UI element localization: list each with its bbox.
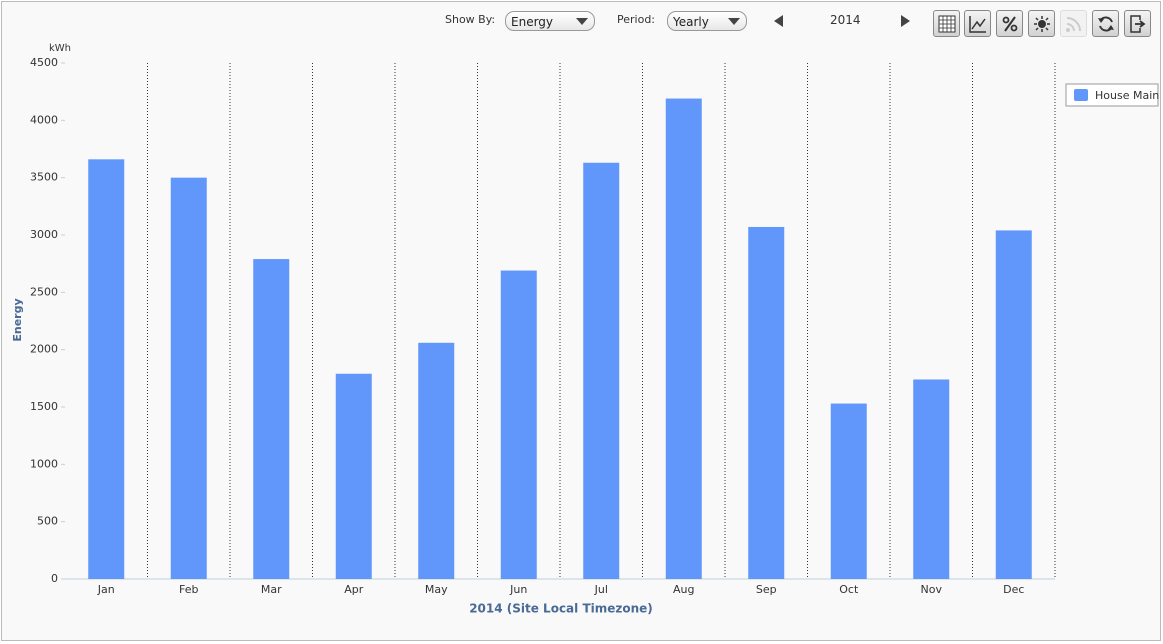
- next-button[interactable]: [900, 14, 912, 28]
- bar: [418, 342, 455, 579]
- x-tick-label: Aug: [673, 583, 694, 596]
- refresh-button[interactable]: [1092, 10, 1119, 37]
- bar: [583, 162, 620, 579]
- bar: [995, 230, 1032, 579]
- bar: [665, 98, 702, 580]
- feed-button[interactable]: [1060, 10, 1087, 37]
- bar: [88, 159, 125, 579]
- period-select[interactable]: Yearly: [667, 11, 747, 31]
- x-axis-title: 2014 (Site Local Timezone): [469, 602, 653, 616]
- y-tick-label: 4000: [30, 113, 58, 126]
- show-by-label: Show By:: [445, 13, 496, 26]
- y-tick-label: 1000: [30, 457, 58, 470]
- bar: [335, 373, 372, 579]
- y-tick-label: 2500: [30, 285, 58, 298]
- x-tick-label: Dec: [1003, 583, 1024, 596]
- x-tick-label: Apr: [344, 583, 364, 596]
- y-unit: kWh: [49, 43, 71, 54]
- y-tick-label: 1500: [30, 400, 58, 413]
- table-button[interactable]: [933, 10, 960, 37]
- bar: [913, 379, 950, 579]
- y-tick-label: 4500: [30, 56, 58, 69]
- x-tick-label: Mar: [261, 583, 282, 596]
- export-button[interactable]: [1124, 10, 1151, 37]
- x-tick-label: Sep: [756, 583, 777, 596]
- line-chart-button[interactable]: [964, 10, 991, 37]
- x-tick-label: May: [425, 583, 448, 596]
- bar: [830, 403, 867, 579]
- x-tick-label: Jul: [594, 583, 608, 596]
- period-label: Period:: [617, 13, 656, 26]
- bar: [500, 270, 537, 579]
- year-label: 2014: [830, 13, 861, 27]
- bar: [170, 177, 207, 579]
- legend-swatch: [1074, 89, 1088, 101]
- x-tick-label: Nov: [921, 583, 943, 596]
- x-tick-label: Oct: [839, 583, 859, 596]
- show-by-select[interactable]: Energy: [505, 11, 595, 31]
- legend-label: House Main: [1095, 89, 1159, 102]
- prev-button[interactable]: [772, 14, 784, 28]
- weather-button[interactable]: [1028, 10, 1055, 37]
- y-tick-label: 3500: [30, 171, 58, 184]
- bar: [253, 259, 290, 579]
- y-tick-label: 500: [37, 515, 58, 528]
- percent-button[interactable]: [996, 10, 1023, 37]
- x-tick-label: Jan: [97, 583, 115, 596]
- y-axis-title: Energy: [11, 298, 24, 341]
- y-tick-label: 3000: [30, 228, 58, 241]
- y-tick-label: 2000: [30, 343, 58, 356]
- legend-box: [1065, 83, 1159, 107]
- x-tick-label: Feb: [179, 583, 198, 596]
- bar: [748, 226, 785, 579]
- y-tick-label: 0: [51, 572, 58, 585]
- x-tick-label: Jun: [509, 583, 527, 596]
